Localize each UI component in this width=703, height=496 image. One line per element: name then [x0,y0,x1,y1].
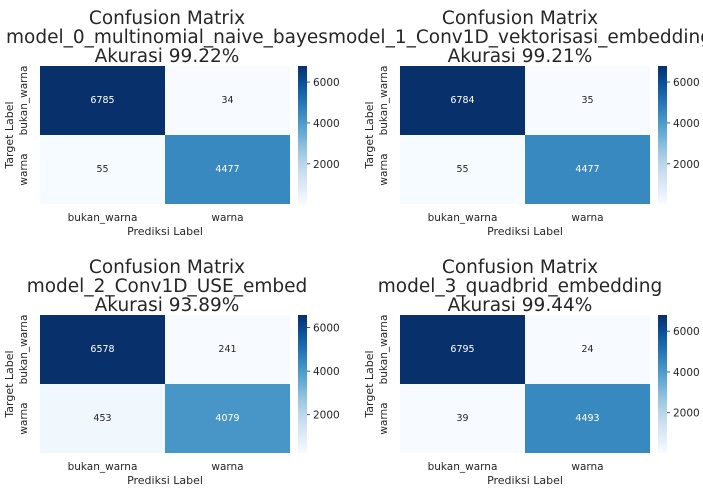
heatmap-cell [40,135,165,204]
y-axis-label: Target Label [3,101,16,169]
colorbar [298,66,307,204]
colorbar [658,315,667,453]
x-tick-label: bukan_warna [428,212,498,224]
cell-value-label: 453 [93,413,111,424]
heatmap-cell [40,66,165,135]
colorbar-tick-label: 4000 [313,118,340,130]
colorbar-tick-label: 4000 [673,118,700,130]
heatmap-cell [400,135,525,204]
panel-title-line: Confusion Matrix [89,8,245,29]
x-tick-label: bukan_warna [428,461,498,473]
panel-title-line: model_1_Conv1D_vektorisasi_embedding [328,27,703,48]
heatmap-cell [525,315,650,384]
colorbar-tick-label: 6000 [673,326,700,338]
x-tick-label: warna [211,212,243,224]
heatmap-cell [165,384,290,453]
panel-title-line: model_2_Conv1D_USE_embed [27,276,308,297]
cell-value-label: 55 [96,164,108,175]
heatmap-cell [165,135,290,204]
y-tick-label: warna [18,402,30,434]
colorbar-tick-label: 2000 [673,408,700,420]
colorbar [658,66,667,204]
cell-value-label: 6784 [450,95,474,106]
y-tick-label: warna [18,153,30,185]
colorbar-tick-label: 4000 [313,366,340,378]
cell-value-label: 6795 [450,344,474,355]
cell-value-label: 24 [581,344,593,355]
x-axis-label: Prediksi Label [127,474,203,487]
panel-title-line: Confusion Matrix [89,257,245,278]
y-tick-label: warna [378,153,390,185]
heatmap-cell [525,384,650,453]
heatmap-cell [525,66,650,135]
panel-title-line: Confusion Matrix [442,257,598,278]
cell-value-label: 4477 [575,164,599,175]
heatmap-cell [165,315,290,384]
panel-title-line: Akurasi 99.44% [448,295,593,316]
colorbar-tick-label: 2000 [313,159,340,171]
y-tick-label: bukan_warna [378,66,390,136]
heatmap-cell [40,315,165,384]
panel-2: Confusion Matrixmodel_2_Conv1D_USE_embed… [3,257,340,487]
cell-value-label: 6578 [90,344,114,355]
cell-value-label: 4477 [215,164,239,175]
colorbar-tick-label: 6000 [313,323,340,335]
y-tick-label: warna [378,402,390,434]
x-tick-label: bukan_warna [68,212,138,224]
colorbar [298,315,307,453]
colorbar-tick-label: 2000 [673,159,700,171]
x-tick-label: warna [571,461,603,473]
panel-title-line: model_0_multinomial_naive_bayes [6,27,328,48]
cell-value-label: 6785 [90,95,114,106]
cell-value-label: 34 [221,95,233,106]
panel-title-line: Confusion Matrix [442,8,598,29]
y-axis-label: Target Label [3,350,16,418]
panel-title-line: Akurasi 99.21% [448,46,593,67]
panel-3: Confusion Matrixmodel_3_quadbrid_embeddi… [363,257,700,487]
panel-1: Confusion Matrixmodel_1_Conv1D_vektorisa… [328,8,703,238]
heatmap-cell [40,384,165,453]
y-axis-label: Target Label [363,101,376,169]
colorbar-tick-label: 6000 [313,77,340,89]
y-tick-label: bukan_warna [378,315,390,385]
panel-title-line: model_3_quadbrid_embedding [378,276,663,297]
y-axis-label: Target Label [363,350,376,418]
cell-value-label: 4079 [215,413,239,424]
heatmap-cell [525,135,650,204]
x-axis-label: Prediksi Label [127,225,203,238]
cell-value-label: 4493 [575,413,599,424]
x-tick-label: warna [211,461,243,473]
cell-value-label: 55 [456,164,468,175]
panel-0: Confusion Matrixmodel_0_multinomial_naiv… [3,8,340,238]
y-tick-label: bukan_warna [18,66,30,136]
heatmap-cell [400,384,525,453]
panel-title-line: Akurasi 99.22% [95,46,240,67]
heatmap-cell [165,66,290,135]
x-axis-label: Prediksi Label [487,474,563,487]
cell-value-label: 39 [456,413,468,424]
x-tick-label: bukan_warna [68,461,138,473]
x-tick-label: warna [571,212,603,224]
colorbar-tick-label: 2000 [313,410,340,422]
heatmap-cell [400,66,525,135]
panel-title-line: Akurasi 93.89% [95,295,240,316]
cell-value-label: 241 [218,344,236,355]
cell-value-label: 35 [581,95,593,106]
colorbar-tick-label: 4000 [673,367,700,379]
x-axis-label: Prediksi Label [487,225,563,238]
colorbar-tick-label: 6000 [673,77,700,89]
heatmap-cell [400,315,525,384]
y-tick-label: bukan_warna [18,315,30,385]
